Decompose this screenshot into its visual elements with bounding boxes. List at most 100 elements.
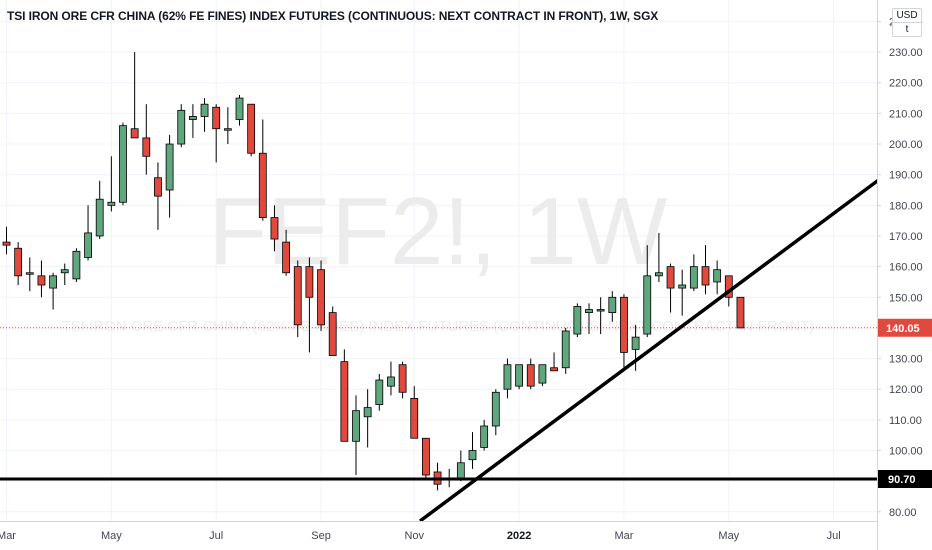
candle-body — [491, 391, 500, 427]
drawings[interactable] — [0, 168, 893, 523]
candle-body — [538, 364, 547, 384]
candle-up — [119, 122, 127, 206]
candle-body — [130, 128, 139, 139]
candle-body — [468, 450, 477, 461]
candle-up — [713, 260, 722, 295]
candle-up — [561, 327, 570, 374]
price-tick-label: 110.00 — [889, 415, 922, 427]
candle-down — [14, 242, 23, 286]
trend-line[interactable] — [419, 168, 893, 523]
candle-body — [212, 106, 221, 130]
candle-up — [456, 450, 465, 482]
price-tick-label: 160.00 — [889, 262, 923, 274]
candle-down — [421, 437, 430, 479]
price-tick-label: 230.00 — [889, 47, 923, 59]
price-tick-label: 180.00 — [889, 200, 923, 212]
candle-up — [200, 98, 209, 132]
price-tick-label: 200.00 — [889, 139, 923, 151]
candle-up — [468, 432, 477, 469]
candle-up — [95, 180, 104, 240]
candle-body — [282, 241, 291, 274]
candle-up — [573, 303, 582, 338]
candle-down — [37, 260, 46, 298]
candle-body — [223, 128, 232, 131]
candle-down — [142, 104, 151, 175]
candle-up — [585, 303, 593, 335]
time-tick-label: May — [101, 530, 122, 542]
candle-down — [247, 103, 256, 157]
candle-up — [538, 364, 547, 387]
candle-up — [480, 419, 489, 451]
candle-down — [526, 358, 535, 390]
candle-body — [608, 296, 617, 313]
candle-body — [188, 116, 197, 120]
candle-body — [515, 364, 523, 387]
candle-down — [398, 361, 407, 399]
candle-down — [736, 296, 745, 329]
support-price-badge-label: 90.70 — [888, 474, 916, 486]
candle-body — [352, 410, 360, 442]
candle-down — [550, 352, 558, 372]
candle-up — [49, 272, 57, 310]
candle-up — [165, 134, 174, 218]
price-tick-label: 100.00 — [889, 446, 923, 458]
candle-down — [666, 263, 675, 313]
candle-down — [212, 104, 221, 163]
candle-up — [515, 364, 523, 390]
price-tick-label: 190.00 — [889, 170, 923, 182]
candle-body — [317, 269, 325, 326]
candle-down — [328, 306, 337, 356]
candle-down — [433, 462, 442, 491]
price-tick-label: 120.00 — [889, 384, 923, 396]
candle-up — [84, 205, 92, 261]
candle-body — [631, 336, 640, 350]
candle-body — [736, 296, 745, 329]
candle-up — [643, 245, 652, 338]
candle-up — [107, 156, 116, 212]
time-tick-label: Sep — [311, 530, 331, 542]
candle-up — [188, 104, 197, 138]
candle-body — [247, 103, 256, 154]
currency-label[interactable]: USD — [896, 10, 918, 21]
support-price-badge: 90.70 — [878, 470, 932, 489]
candle-body — [14, 247, 23, 277]
candle-up — [60, 263, 69, 286]
candle-body — [200, 103, 209, 117]
candle-body — [503, 364, 512, 390]
price-tick-label: 220.00 — [889, 78, 923, 90]
price-tick-label: 210.00 — [889, 108, 923, 120]
time-tick-label: 2022 — [507, 530, 531, 542]
candle-up — [631, 324, 640, 371]
time-tick-label: Jul — [209, 530, 223, 542]
candle-body — [643, 275, 652, 335]
candle-body — [25, 272, 34, 275]
time-axis-background — [0, 521, 877, 550]
candle-body — [49, 275, 57, 289]
support-price-badge-bg — [878, 470, 932, 489]
candle-up — [72, 248, 81, 282]
candle-up — [223, 107, 232, 145]
candle-down — [340, 349, 349, 442]
candle-down — [154, 162, 162, 230]
candle-body — [165, 143, 174, 191]
currency-selector[interactable]: USD t — [892, 8, 922, 37]
time-axis[interactable]: Mar May Jul Sep Nov 2022 Mar May Jul — [0, 521, 877, 550]
candle-body — [596, 309, 605, 312]
candle-body — [713, 269, 722, 283]
price-axis[interactable]: 80.0090.00100.00110.00120.00130.00140.00… — [877, 0, 932, 550]
price-axis-background — [877, 0, 932, 550]
price-tick-label: 170.00 — [889, 231, 923, 243]
candle-up — [491, 389, 500, 436]
candle-body — [655, 272, 663, 277]
chart-title: TSI IRON ORE CFR CHINA (62% FE FINES) IN… — [7, 9, 659, 23]
candle-up — [352, 395, 360, 476]
time-tick-label: May — [718, 530, 739, 542]
time-tick-label: Nov — [404, 530, 424, 542]
candle-body — [177, 109, 186, 145]
candle-down — [282, 229, 291, 276]
candle-body — [84, 232, 92, 258]
candle-body — [154, 177, 162, 197]
scale-label[interactable]: t — [893, 22, 921, 36]
candle-body — [398, 364, 407, 393]
